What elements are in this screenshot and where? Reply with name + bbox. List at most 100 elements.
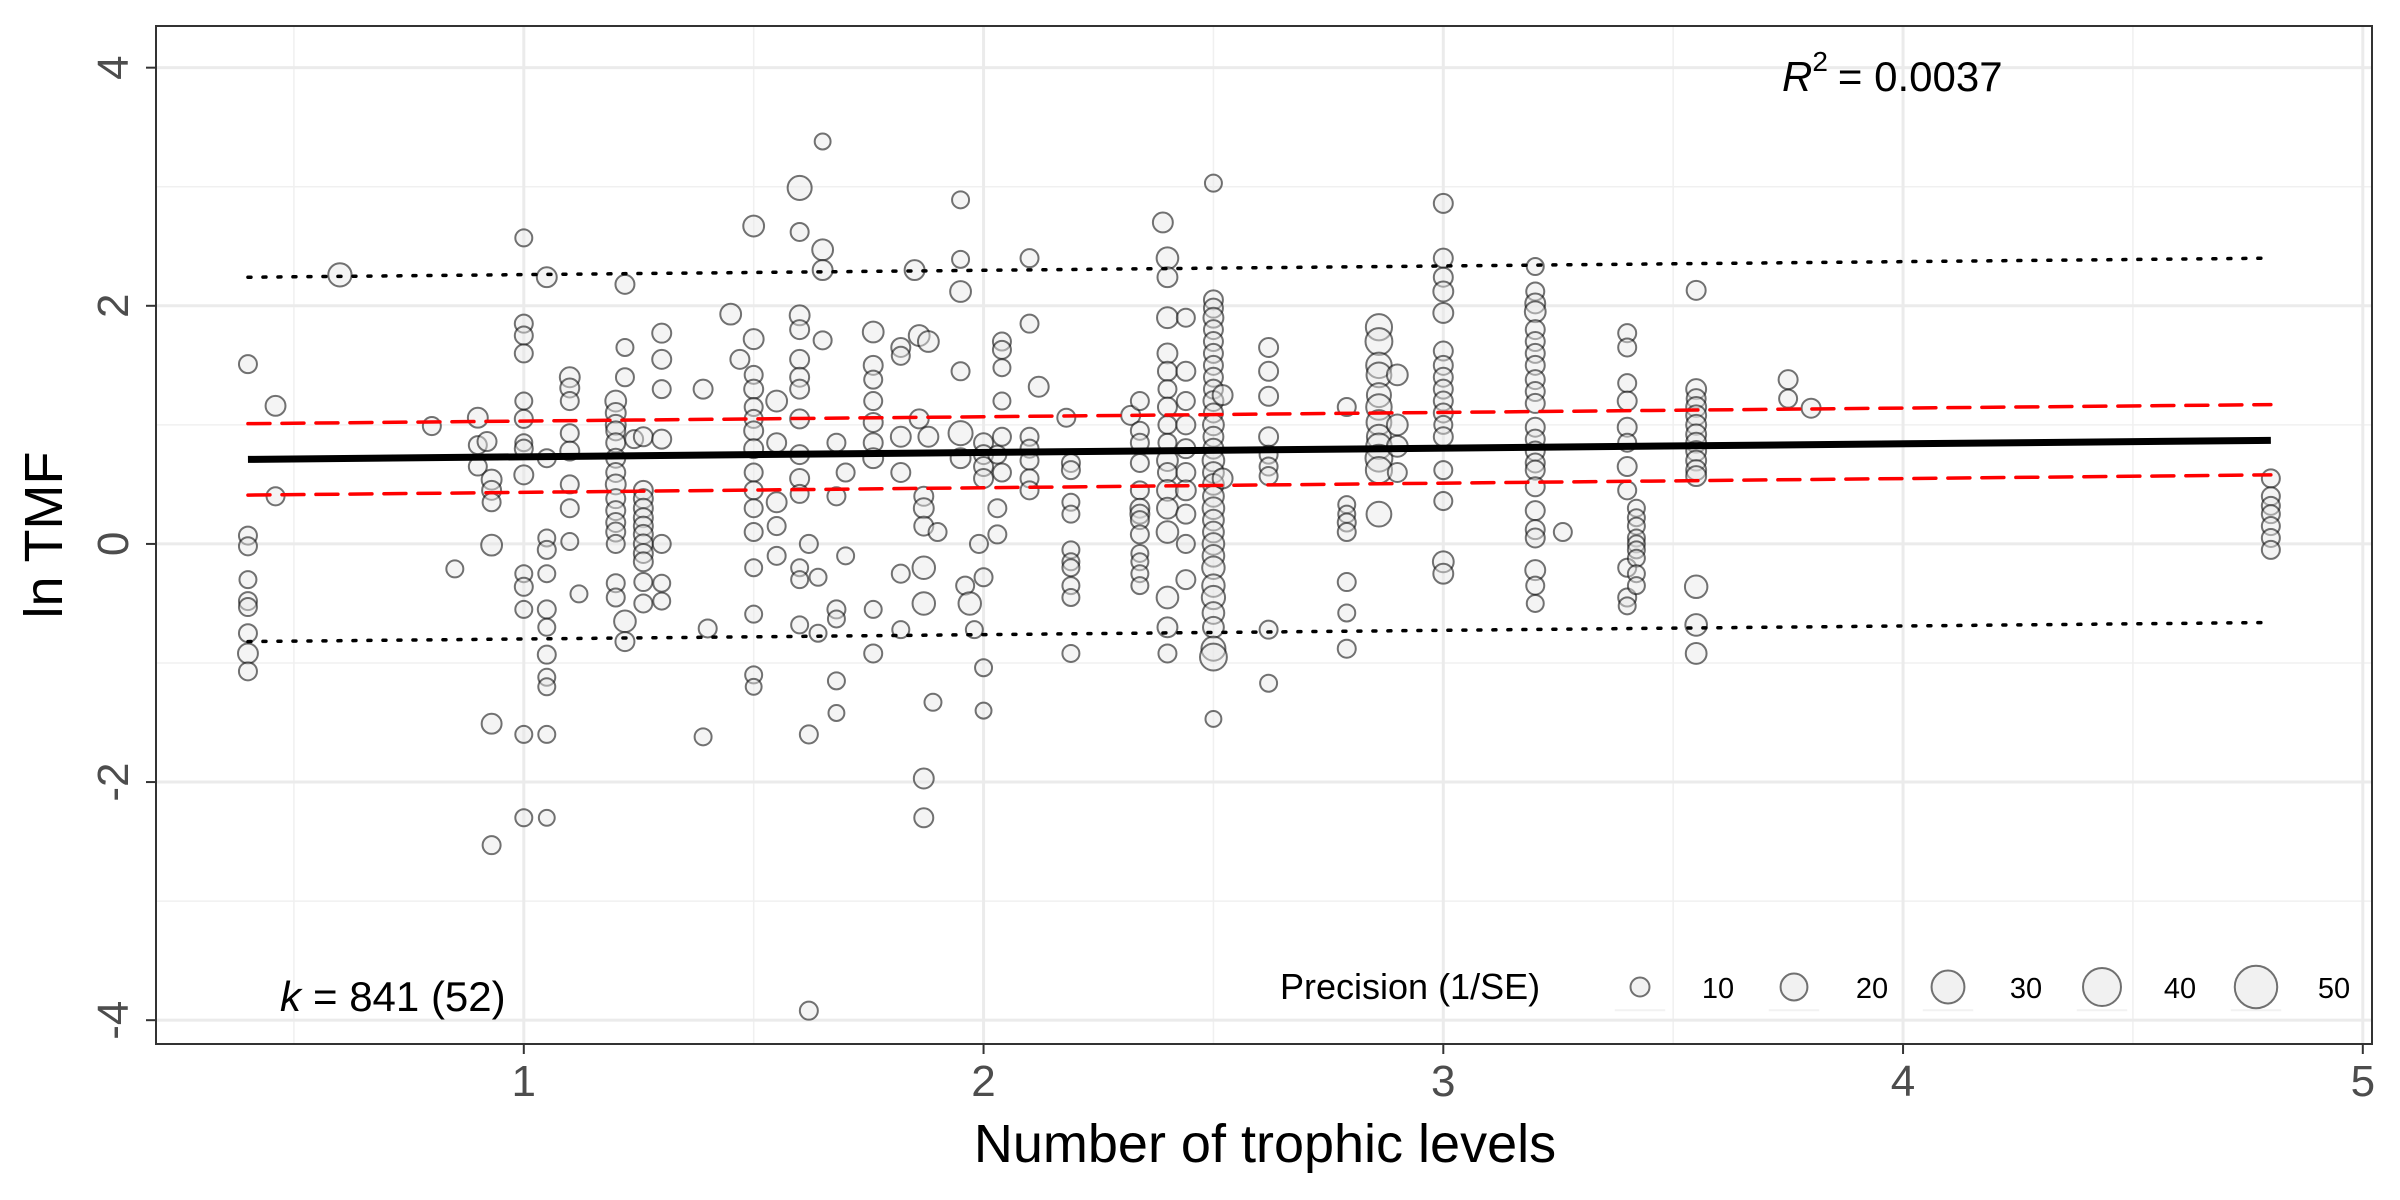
r-squared-value: = 0.0037 — [1838, 53, 2003, 100]
data-point — [1432, 340, 1454, 362]
data-point — [1061, 504, 1081, 524]
r-squared-symbol: R — [1782, 53, 1812, 100]
minor-gridlines — [156, 26, 2372, 1044]
data-point — [1617, 337, 1638, 358]
data-point — [957, 591, 982, 616]
data-point — [613, 609, 637, 634]
data-point — [1365, 361, 1393, 389]
x-axis-title: Number of trophic levels — [974, 1114, 1556, 1174]
data-point — [537, 724, 557, 744]
data-point — [1129, 503, 1151, 525]
panel-border — [155, 25, 2373, 1045]
data-point — [987, 498, 1008, 519]
data-point — [466, 406, 489, 429]
data-point — [605, 573, 626, 594]
data-point — [558, 366, 581, 389]
data-point — [693, 727, 713, 747]
data-point — [811, 259, 834, 282]
legend-title: Precision (1/SE) — [1280, 966, 1540, 1007]
data-point — [692, 378, 714, 400]
data-point — [973, 567, 994, 588]
data-point — [1157, 379, 1178, 400]
y-tick-label: 2 — [89, 294, 138, 318]
data-point — [1336, 396, 1357, 418]
data-point — [1201, 496, 1226, 521]
data-point — [808, 623, 828, 643]
data-point — [811, 238, 835, 262]
data-point — [949, 280, 972, 303]
data-point — [604, 389, 628, 413]
data-point — [798, 724, 819, 745]
data-point — [913, 807, 935, 829]
data-point — [1431, 550, 1455, 574]
data-point — [651, 379, 672, 400]
data-point — [812, 330, 833, 351]
data-point — [481, 492, 502, 513]
data-point — [1684, 642, 1708, 665]
data-point — [863, 369, 884, 390]
data-point — [743, 364, 764, 385]
data-point — [863, 391, 884, 412]
data-point — [1155, 520, 1180, 544]
data-point — [950, 361, 971, 382]
data-point — [1258, 336, 1280, 358]
data-point — [955, 575, 976, 596]
data-point — [1626, 548, 1646, 568]
data-point — [826, 486, 847, 507]
data-point — [633, 572, 654, 593]
data-point — [835, 462, 856, 483]
data-point — [1027, 375, 1050, 398]
data-point — [1157, 414, 1178, 435]
legend-label: 10 — [1702, 973, 1734, 1005]
data-point — [1156, 360, 1178, 382]
data-point — [652, 591, 672, 611]
y-tick-label: -4 — [89, 1001, 138, 1040]
data-point — [1433, 460, 1454, 481]
data-point — [632, 551, 654, 573]
data-point — [536, 539, 557, 560]
sample-size-symbol: k — [280, 973, 303, 1020]
data-point — [1129, 391, 1150, 412]
data-point — [1616, 416, 1638, 438]
data-point — [1432, 192, 1454, 214]
data-point — [537, 667, 557, 687]
data-point — [513, 325, 534, 346]
ci-lower-line — [246, 473, 2273, 497]
legend-key-circle — [1629, 976, 1651, 998]
r-squared-exponent: 2 — [1812, 46, 1828, 77]
data-point — [808, 567, 828, 587]
data-point — [987, 524, 1008, 545]
data-point — [826, 671, 846, 691]
data-point — [1198, 642, 1228, 672]
axis-ticks: 1 2 3 4 5 -4 -2 0 2 4 — [89, 55, 2375, 1106]
data-point — [813, 132, 832, 151]
data-point — [1365, 500, 1393, 528]
data-point — [514, 808, 534, 828]
data-point — [927, 522, 948, 543]
legend-key-circle — [1930, 969, 1966, 1005]
data-point — [652, 573, 672, 593]
data-point — [992, 391, 1012, 411]
data-point — [633, 593, 654, 614]
data-point — [632, 426, 654, 448]
data-point — [1626, 534, 1646, 554]
sample-size-value: = 841 (52) — [313, 973, 506, 1020]
data-point — [238, 570, 258, 590]
data-point — [1175, 569, 1197, 591]
data-point — [992, 358, 1012, 378]
data-point — [651, 348, 673, 370]
data-point — [264, 394, 287, 417]
data-point — [237, 591, 258, 612]
data-point — [1616, 390, 1638, 412]
data-point — [632, 507, 654, 529]
data-point — [766, 432, 788, 454]
data-point — [911, 591, 937, 616]
data-point — [237, 597, 258, 618]
data-point — [890, 345, 911, 366]
data-point — [974, 658, 994, 678]
data-point — [514, 433, 534, 453]
data-point — [1617, 373, 1638, 394]
legend-label: 50 — [2318, 973, 2350, 1005]
data-point — [1019, 480, 1040, 501]
data-point — [237, 525, 258, 546]
